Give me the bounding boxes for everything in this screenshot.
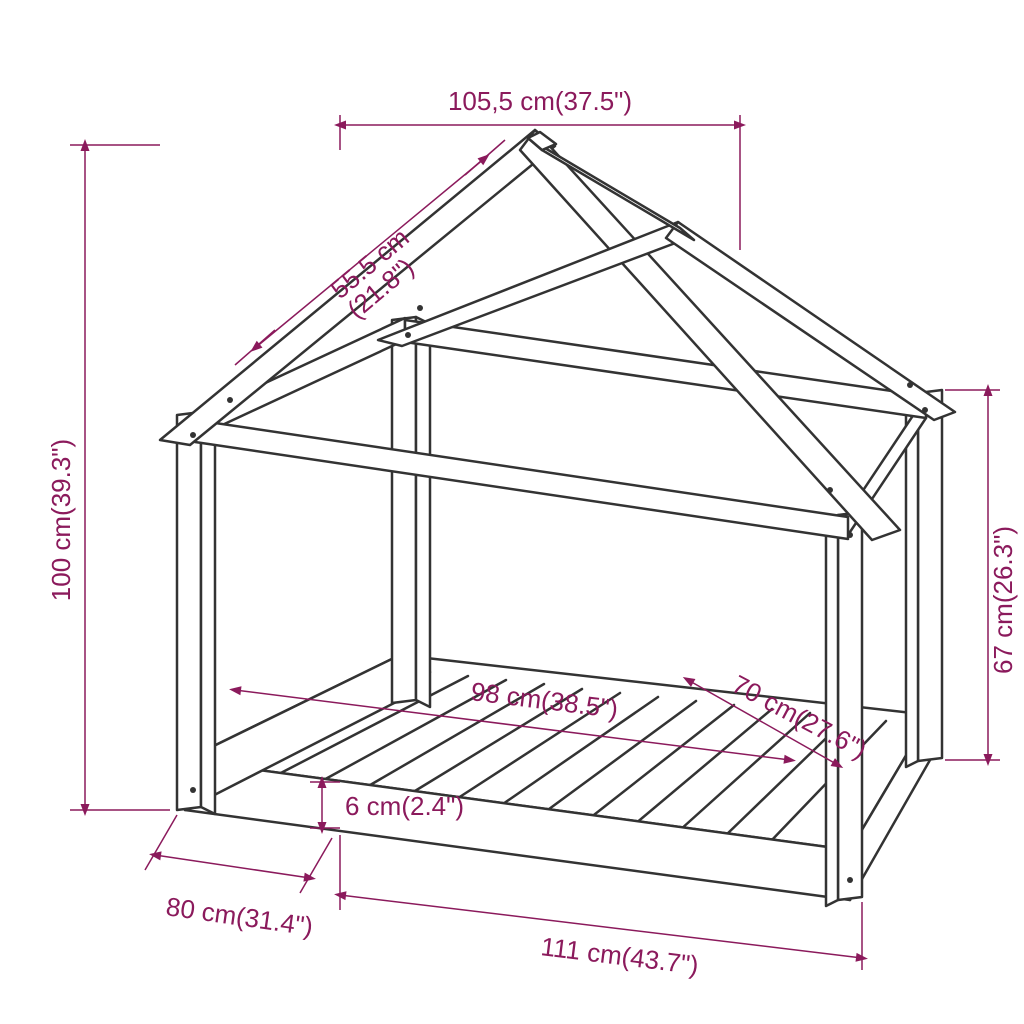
dim-total-height: 100 cm(39.3") (46, 439, 76, 601)
dim-base-height: 6 cm(2.4") (345, 791, 464, 821)
dim-top-width: 105,5 cm(37.5") (448, 86, 632, 116)
dim-post-height: 67 cm(26.3") (988, 526, 1018, 674)
dim-outer-length: 111 cm(43.7") (539, 931, 700, 980)
dim-outer-depth: 80 cm(31.4") (164, 891, 315, 941)
